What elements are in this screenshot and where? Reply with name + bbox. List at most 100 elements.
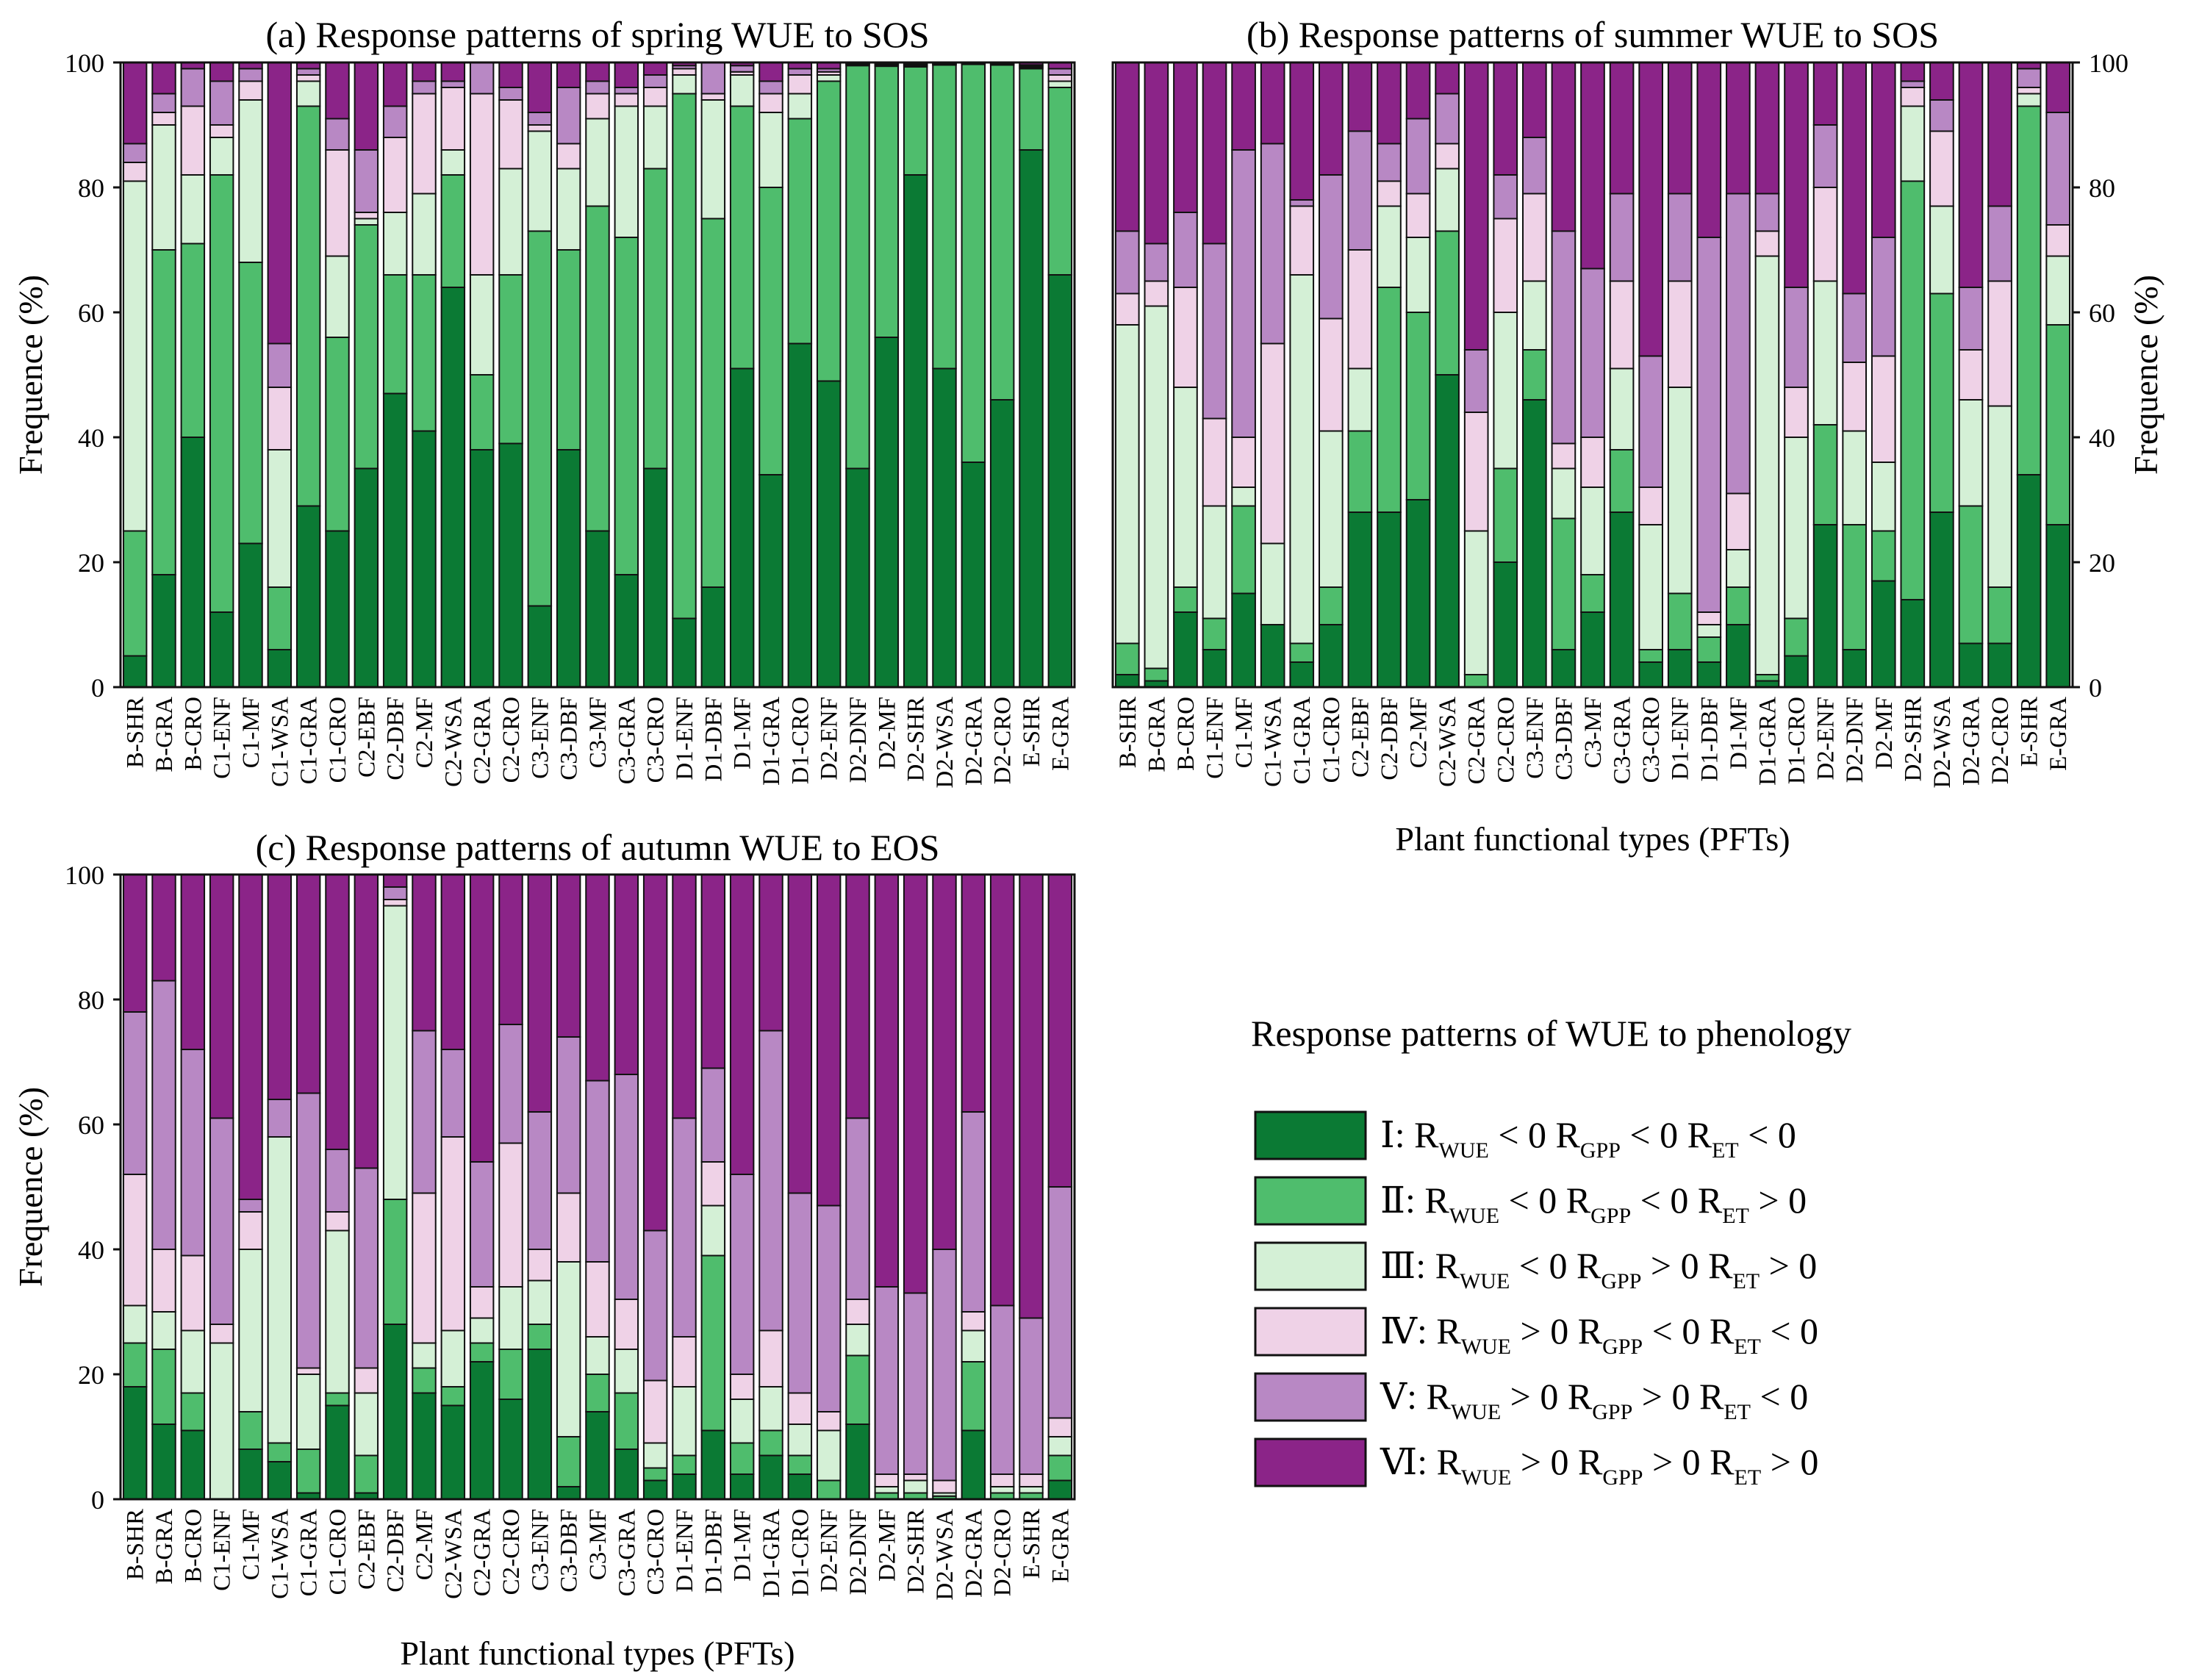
bar-segment-B-CRO-5	[180, 68, 206, 107]
bar-segment-D2-MF-2	[1870, 530, 1896, 582]
bar-segment-C2-MF-4	[412, 1192, 437, 1344]
bar-segment-C1-ENF-1	[209, 611, 234, 688]
bar-segment-D2-MF-5	[874, 1286, 900, 1475]
x-tick-label: D2-MF	[874, 697, 900, 769]
bar-segment-C1-ENF-2	[209, 174, 234, 613]
bar-C2-CRO	[498, 62, 523, 688]
bar-segment-C1-MF-2	[1231, 505, 1256, 595]
x-tick-label: D2-SHR	[1900, 697, 1926, 782]
bar-segment-B-GRA-5	[151, 93, 176, 113]
x-tick-label: D2-DNF	[845, 697, 872, 783]
bar-segment-C1-ENF-3	[209, 137, 234, 176]
bar-D2-GRA	[961, 62, 986, 688]
bar-segment-C2-GRA-3	[469, 274, 495, 376]
bar-segment-B-CRO-6	[1173, 62, 1198, 213]
bar-segment-C3-CRO-6	[1638, 62, 1663, 357]
bar-segment-B-SHR-2	[1114, 642, 1140, 675]
bar-segment-B-CRO-2	[1173, 586, 1198, 613]
bar-segment-C2-EBF-3	[354, 218, 379, 226]
bar-segment-C3-ENF-3	[1522, 280, 1547, 351]
bar-segment-C3-ENF-3	[527, 130, 553, 232]
bar-segment-D1-GRA-4	[1754, 230, 1780, 257]
bar-segment-C1-CRO-5	[325, 118, 350, 151]
bar-segment-C3-ENF-6	[527, 874, 553, 1113]
bar-segment-D1-MF-5	[1726, 193, 1751, 495]
y-tick-label: 80	[2089, 173, 2115, 203]
bar-segment-D2-CRO-3	[1987, 405, 2012, 588]
legend: Response patterns of WUE to phenology Ⅰ:…	[1251, 1013, 1851, 1490]
bar-segment-B-GRA-6	[1144, 62, 1169, 245]
x-tick-label: D2-WSA	[932, 1509, 958, 1601]
bar-segment-C1-MF-6	[238, 874, 263, 1200]
bar-segment-C2-DBF-1	[1377, 511, 1402, 688]
x-tick-label: C3-MF	[585, 697, 611, 768]
y-tick-label: 40	[78, 1235, 104, 1265]
bar-D2-SHR	[903, 62, 928, 688]
bar-D2-CRO	[989, 62, 1015, 688]
bar-C1-WSA	[1260, 62, 1285, 688]
x-tick-label: B-SHR	[123, 697, 149, 768]
bar-segment-C3-DBF-1	[556, 1486, 581, 1500]
bar-segment-E-SHR-5	[2016, 68, 2042, 88]
bar-segment-C3-GRA-4	[614, 1299, 639, 1350]
x-axis-label: Plant functional types (PFTs)	[1395, 820, 1790, 858]
bar-segment-D2-CRO-3	[989, 1486, 1015, 1494]
bar-segment-D1-DBF-1	[1696, 661, 1722, 688]
bar-segment-B-SHR-4	[1114, 292, 1140, 326]
bar-C1-GRA	[295, 62, 321, 688]
bar-D1-GRA	[758, 62, 783, 688]
bar-C1-MF	[1231, 62, 1256, 688]
bar-segment-D1-MF-2	[729, 105, 755, 370]
legend-swatch	[1254, 1241, 1367, 1291]
x-tick-label: C3-ENF	[527, 697, 553, 779]
bar-segment-D1-DBF-6	[700, 874, 726, 1069]
bar-segment-C3-ENF-4	[1522, 193, 1547, 282]
bar-segment-C1-WSA-5	[1260, 143, 1285, 345]
x-tick-label: B-GRA	[151, 1509, 178, 1584]
bar-segment-C2-CRO-1	[498, 1399, 523, 1500]
bar-B-CRO	[1173, 62, 1198, 688]
bar-segment-C1-MF-5	[238, 1199, 263, 1213]
bar-segment-B-CRO-5	[180, 1049, 206, 1257]
bar-segment-C2-MF-2	[412, 1367, 437, 1394]
legend-swatch	[1254, 1307, 1367, 1357]
x-tick-label: E-GRA	[2045, 697, 2072, 771]
bar-segment-D1-MF-2	[1726, 586, 1751, 625]
bar-segment-C3-MF-5	[585, 80, 610, 95]
bar-segment-C1-GRA-2	[1289, 642, 1315, 663]
bar-segment-C3-MF-2	[1580, 574, 1605, 613]
bar-segment-C3-CRO-2	[1638, 649, 1663, 663]
bar-segment-C2-DBF-6	[1377, 62, 1402, 145]
bar-segment-D2-DNF-2	[1842, 524, 1868, 650]
bar-segment-B-CRO-4	[180, 105, 206, 176]
x-tick-label: C2-EBF	[1347, 697, 1374, 778]
bar-segment-D2-GRA-4	[1958, 349, 1984, 401]
bar-E-SHR	[1019, 62, 1044, 688]
bar-segment-C1-GRA-1	[295, 505, 321, 688]
bar-C2-GRA	[469, 874, 495, 1500]
legend-title: Response patterns of WUE to phenology	[1251, 1013, 1851, 1054]
x-tick-label: C1-GRA	[296, 1509, 323, 1596]
legend-label: Ⅳ: RWUE > 0 RGPP < 0 RET < 0	[1380, 1310, 1818, 1359]
x-tick-label: C3-GRA	[614, 1509, 640, 1596]
bar-segment-D1-GRA-3	[1754, 255, 1780, 675]
bar-E-GRA	[1047, 62, 1073, 688]
bar-segment-D2-GRA-1	[961, 462, 986, 688]
bar-segment-C2-DBF-2	[382, 274, 408, 395]
x-tick-label: D2-CRO	[990, 697, 1016, 784]
bar-segment-C3-GRA-5	[614, 87, 639, 95]
bar-segment-E-GRA-2	[1047, 1454, 1073, 1482]
bar-segment-B-GRA-1	[151, 574, 176, 688]
bar-segment-D2-ENF-3	[816, 1429, 842, 1482]
x-tick-label: D2-GRA	[961, 697, 987, 786]
bar-segment-C1-ENF-3	[209, 1342, 234, 1500]
bar-segment-C1-MF-6	[1231, 62, 1256, 151]
bar-segment-C2-CRO-3	[498, 1286, 523, 1350]
bar-segment-D1-DBF-5	[700, 62, 726, 95]
bar-segment-D2-ENF-5	[1812, 124, 1838, 188]
x-tick-label: D2-ENF	[817, 697, 843, 780]
bar-D2-DNF	[845, 62, 870, 688]
bar-segment-B-SHR-2	[122, 1342, 148, 1388]
bar-segment-C2-EBF-1	[1347, 511, 1373, 688]
bar-segment-B-SHR-4	[122, 162, 148, 182]
